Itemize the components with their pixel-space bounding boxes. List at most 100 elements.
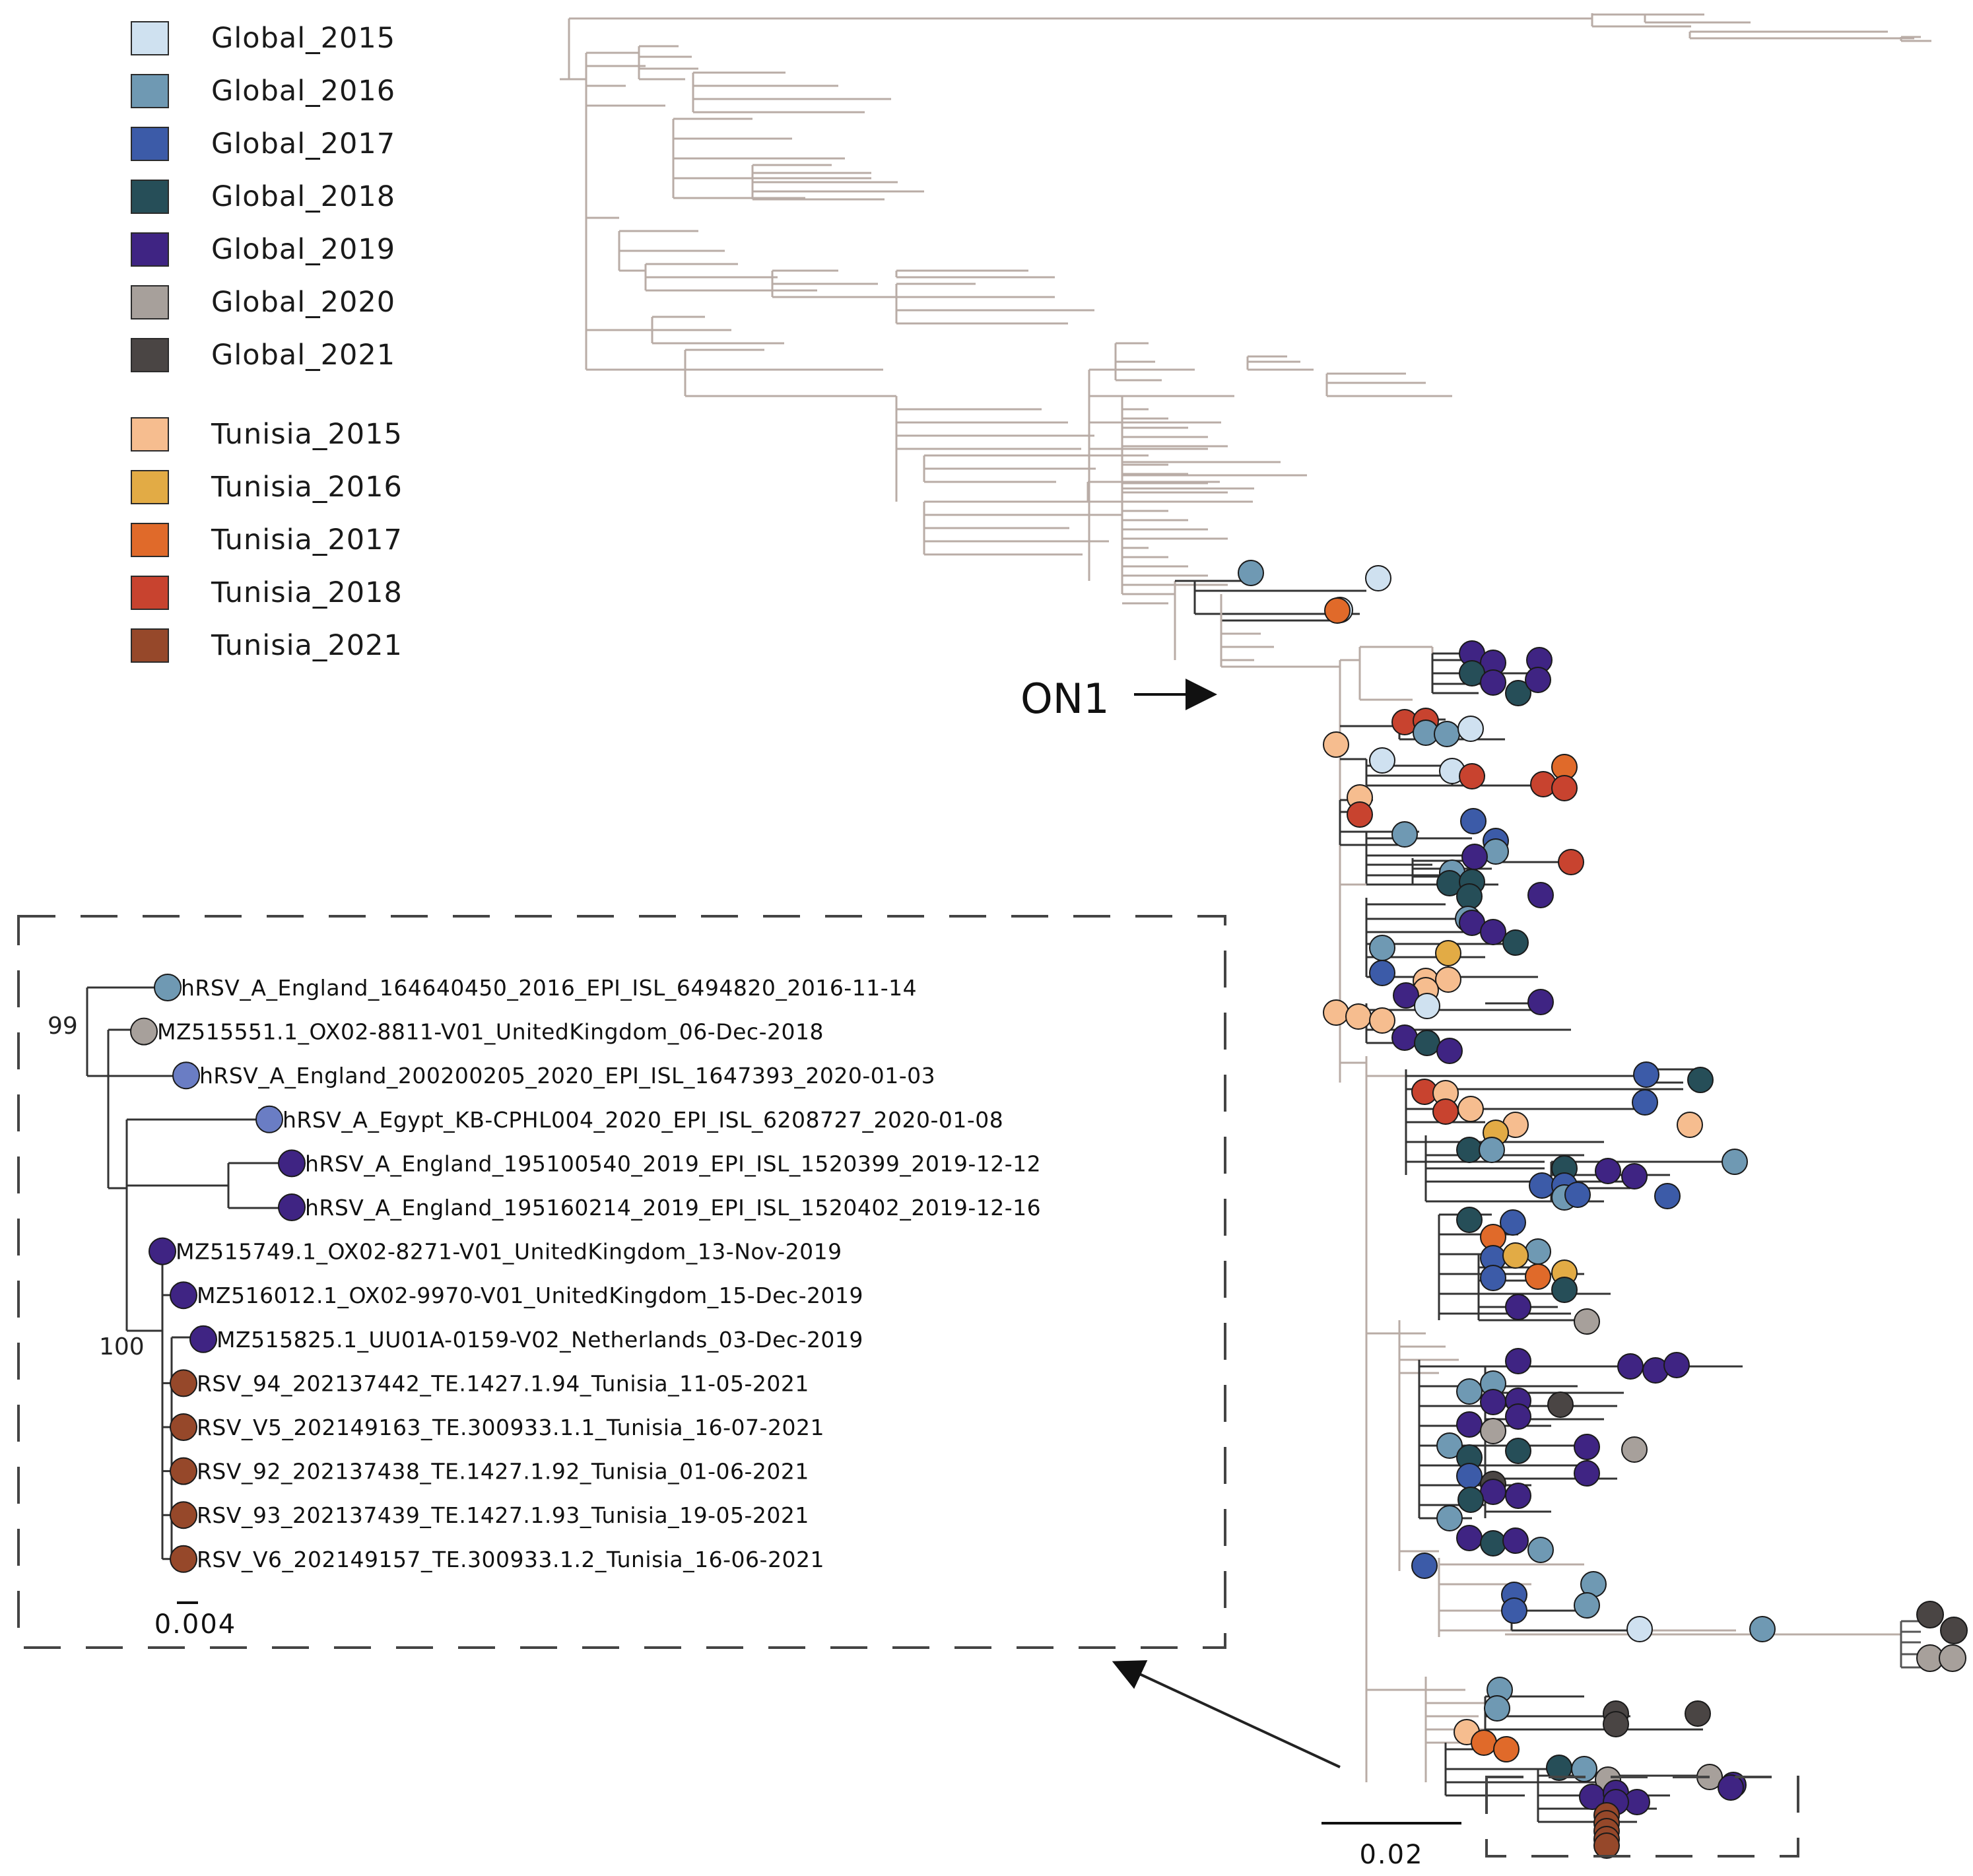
inset-tip-label: MZ515551.1_OX02-8811-V01_UnitedKingdom_0… — [157, 1019, 824, 1045]
legend-item-tunisia-2021: Tunisia_2021 — [131, 626, 403, 665]
inset-tip-marker — [278, 1193, 306, 1221]
legend-label: Global_2020 — [211, 286, 396, 319]
legend-item-tunisia-2018: Tunisia_2018 — [131, 573, 403, 613]
legend-label: Tunisia_2016 — [211, 471, 403, 504]
tip-marker — [1502, 1242, 1529, 1269]
legend-item-global-2021: Global_2021 — [131, 335, 395, 375]
inset-tip-marker — [154, 974, 182, 1001]
tip-marker — [1238, 560, 1264, 586]
tip-marker — [1617, 1353, 1644, 1380]
tip-marker — [1593, 1832, 1620, 1859]
legend-label: Tunisia_2015 — [211, 418, 403, 451]
tip-marker — [1484, 1695, 1510, 1722]
tip-marker — [1663, 1352, 1690, 1378]
inset-tip-label: hRSV_A_England_195100540_2019_EPI_ISL_15… — [305, 1151, 1041, 1176]
tip-marker — [1480, 1265, 1506, 1291]
legend-item-global-2019: Global_2019 — [131, 230, 395, 269]
tip-marker — [1480, 1530, 1506, 1557]
tip-marker — [1369, 960, 1395, 986]
tip-marker — [1414, 993, 1440, 1019]
inset-scale-label: 0.004 — [154, 1609, 237, 1640]
legend-item-tunisia-2015: Tunisia_2015 — [131, 415, 403, 454]
tip-marker — [1525, 667, 1551, 693]
legend-label: Global_2016 — [211, 75, 396, 108]
tip-marker — [1654, 1183, 1681, 1209]
tip-marker — [1527, 1537, 1554, 1563]
inset-tip-marker — [255, 1105, 283, 1133]
support-value-100: 100 — [99, 1333, 145, 1360]
inset-tip-label: MZ516012.1_OX02-9970-V01_UnitedKingdom_1… — [197, 1283, 863, 1308]
tip-marker — [1436, 1432, 1463, 1459]
tip-marker — [1493, 1736, 1520, 1762]
legend-swatch — [131, 180, 169, 214]
legend-swatch — [131, 338, 169, 372]
tip-marker — [1324, 597, 1351, 624]
tip-marker — [1558, 849, 1584, 875]
tip-marker — [1323, 731, 1349, 758]
legend-label: Global_2018 — [211, 180, 396, 213]
tip-marker — [1393, 982, 1419, 1009]
inset-tip-marker — [189, 1325, 217, 1353]
legend-swatch — [131, 523, 169, 557]
tip-marker — [1505, 1403, 1531, 1430]
inset-tip-marker — [170, 1369, 197, 1397]
genotype-label-on1: ON1 — [1020, 675, 1110, 723]
legend-swatch — [131, 470, 169, 504]
legend-swatch — [131, 21, 169, 55]
inset-tip-label: hRSV_A_Egypt_KB-CPHL004_2020_EPI_ISL_620… — [283, 1107, 1003, 1133]
tip-marker — [1369, 747, 1395, 774]
legend-swatch — [131, 628, 169, 663]
legend-swatch — [131, 417, 169, 452]
legend-item-tunisia-2017: Tunisia_2017 — [131, 520, 403, 560]
tip-marker — [1411, 1553, 1438, 1579]
legend-swatch — [131, 576, 169, 610]
on1-clade-branches — [1175, 580, 1901, 1847]
tip-marker — [1574, 1434, 1600, 1460]
legend-label: Tunisia_2017 — [211, 523, 403, 556]
tip-marker — [1345, 1003, 1372, 1030]
legend-item-global-2016: Global_2016 — [131, 71, 395, 111]
tip-marker — [1435, 940, 1461, 966]
legend-label: Global_2019 — [211, 233, 396, 266]
inset-frame — [17, 915, 1226, 1649]
tip-marker — [1939, 1644, 1966, 1672]
tip-marker — [1685, 1700, 1711, 1727]
legend-item-global-2020: Global_2020 — [131, 283, 395, 322]
legend-label: Global_2017 — [211, 127, 396, 160]
inset-tip-marker — [170, 1413, 197, 1441]
tip-marker — [1480, 669, 1506, 696]
tip-marker — [1574, 1460, 1600, 1487]
tip-marker — [1677, 1112, 1703, 1138]
tip-marker — [1347, 801, 1373, 828]
legend-swatch — [131, 127, 169, 161]
legend-swatch — [131, 232, 169, 267]
tip-marker — [1460, 808, 1487, 834]
legend-swatch — [131, 285, 169, 319]
tip-marker — [1434, 721, 1460, 747]
tip-marker — [1621, 1163, 1648, 1189]
tip-marker — [1456, 1378, 1483, 1405]
tip-marker — [1479, 1137, 1505, 1163]
tip-marker — [1436, 1038, 1463, 1064]
tip-marker — [1432, 1098, 1459, 1125]
inset-tip-marker — [130, 1017, 158, 1046]
tip-marker — [1632, 1089, 1658, 1116]
tip-marker — [1456, 883, 1483, 910]
tip-marker — [1480, 1389, 1506, 1415]
tip-marker — [1595, 1158, 1621, 1184]
legend-item-global-2018: Global_2018 — [131, 177, 395, 217]
tip-marker — [1916, 1601, 1944, 1628]
tip-marker — [1718, 1774, 1744, 1801]
inset-tip-label: hRSV_A_England_195160214_2019_EPI_ISL_15… — [305, 1195, 1041, 1221]
tip-marker — [1574, 1592, 1600, 1619]
tip-marker — [1527, 989, 1554, 1015]
tip-marker — [1505, 1348, 1531, 1374]
tip-marker — [1505, 1294, 1531, 1320]
tip-marker — [1501, 1597, 1527, 1624]
tip-marker — [1525, 1263, 1551, 1290]
tip-marker — [1551, 775, 1578, 801]
tip-marker — [1365, 565, 1391, 591]
legend-swatch — [131, 74, 169, 108]
inset-tip-marker — [170, 1501, 197, 1529]
